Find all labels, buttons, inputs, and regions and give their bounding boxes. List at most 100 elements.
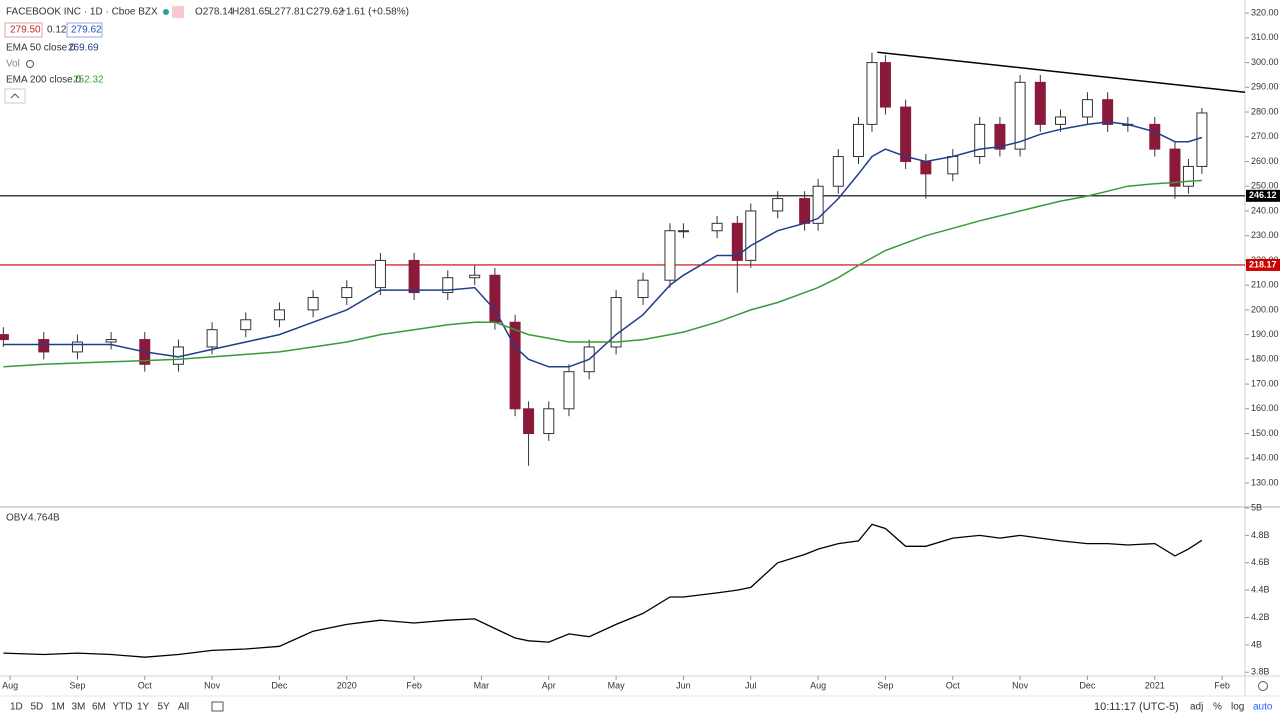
candle-body bbox=[71, 341, 83, 353]
symbol[interactable]: FACEBOOK INC · 1D · Cboe BZX bbox=[6, 7, 158, 18]
y-tick-label: 230.00 bbox=[1251, 230, 1279, 240]
x-tick-label: Dec bbox=[271, 680, 288, 690]
study-vol[interactable]: Vol bbox=[6, 59, 20, 70]
scale-option[interactable]: auto bbox=[1253, 702, 1273, 713]
candle-body bbox=[731, 222, 743, 261]
candle-body bbox=[469, 274, 481, 279]
low: L277.81 bbox=[269, 7, 306, 18]
candle-body bbox=[812, 185, 824, 224]
price-badge-label: 218.17 bbox=[1249, 259, 1277, 269]
scale-option[interactable]: % bbox=[1213, 702, 1222, 713]
y-tick-label: 140.00 bbox=[1251, 453, 1279, 463]
candle-body bbox=[879, 62, 891, 108]
obv-tick-label: 4B bbox=[1251, 639, 1262, 649]
x-tick-label: Sep bbox=[877, 680, 893, 690]
collapse-button[interactable] bbox=[4, 88, 26, 104]
candle-body bbox=[240, 319, 252, 331]
clock: 10:11:17 (UTC-5) bbox=[1094, 701, 1179, 713]
candle-body bbox=[307, 297, 319, 311]
y-tick-label: 280.00 bbox=[1251, 106, 1279, 116]
y-tick-label: 200.00 bbox=[1251, 304, 1279, 314]
range-button[interactable]: 1M bbox=[51, 702, 65, 713]
range-button[interactable]: 3M bbox=[72, 702, 86, 713]
candle-body bbox=[273, 309, 285, 321]
candle-body bbox=[1081, 99, 1093, 118]
x-tick-label: 2020 bbox=[337, 680, 357, 690]
obv-line bbox=[3, 523, 1203, 658]
ask-box[interactable] bbox=[66, 22, 103, 38]
range-button[interactable]: YTD bbox=[113, 702, 133, 713]
candle-body bbox=[1182, 165, 1194, 187]
candle-body bbox=[1149, 123, 1161, 150]
y-tick-label: 150.00 bbox=[1251, 428, 1279, 438]
y-tick-label: 170.00 bbox=[1251, 378, 1279, 388]
bid-box[interactable] bbox=[4, 22, 43, 38]
candle-body bbox=[711, 222, 723, 232]
y-tick-label: 300.00 bbox=[1251, 57, 1279, 67]
close: C279.62 bbox=[306, 7, 344, 18]
ema-line bbox=[3, 121, 1203, 368]
settings-icon[interactable] bbox=[1258, 681, 1268, 691]
y-tick-label: 160.00 bbox=[1251, 403, 1279, 413]
x-tick-label: May bbox=[608, 680, 626, 690]
change: +1.61 (+0.58%) bbox=[340, 7, 409, 18]
candle-body bbox=[974, 123, 986, 158]
candle-body bbox=[374, 259, 386, 289]
range-button[interactable]: 5D bbox=[31, 702, 44, 713]
study-ema50[interactable]: EMA 50 close 0 bbox=[6, 43, 76, 54]
x-tick-label: Apr bbox=[542, 680, 556, 690]
high: H281.65 bbox=[232, 7, 270, 18]
compare-icon[interactable] bbox=[211, 701, 224, 712]
status-dot bbox=[163, 9, 169, 15]
candle-body bbox=[664, 230, 676, 281]
trend-line[interactable] bbox=[877, 51, 1246, 93]
candle-body bbox=[799, 198, 811, 224]
x-tick-label: Oct bbox=[946, 680, 961, 690]
ema50-value: 269.69 bbox=[68, 43, 99, 54]
candle-body bbox=[509, 321, 521, 410]
scale-option[interactable]: adj bbox=[1190, 702, 1203, 713]
candle-body bbox=[1196, 112, 1208, 167]
candle-body bbox=[920, 160, 932, 175]
range-button[interactable]: All bbox=[178, 702, 189, 713]
bid: 279.50 bbox=[10, 25, 41, 36]
x-tick-label: Oct bbox=[138, 680, 153, 690]
legend: FACEBOOK INC · 1D · Cboe BZX O278.14 H28… bbox=[4, 6, 1268, 713]
candle-body bbox=[38, 339, 50, 353]
range-button[interactable]: 1Y bbox=[137, 702, 150, 713]
x-tick-label: 2021 bbox=[1145, 680, 1165, 690]
y-tick-label: 310.00 bbox=[1251, 32, 1279, 42]
hidden-icon[interactable] bbox=[26, 60, 34, 68]
range-button[interactable]: 6M bbox=[92, 702, 106, 713]
ask: 279.62 bbox=[71, 25, 102, 36]
x-tick-label: Aug bbox=[2, 680, 18, 690]
candle-body bbox=[677, 230, 689, 233]
x-tick-label: Aug bbox=[810, 680, 826, 690]
candle-body bbox=[610, 297, 622, 348]
candle-body bbox=[105, 339, 117, 343]
candle-body bbox=[745, 210, 757, 261]
range-button[interactable]: 1D bbox=[10, 702, 23, 713]
x-tick-label: Nov bbox=[1012, 680, 1029, 690]
price-badge bbox=[1246, 189, 1280, 202]
candle-body bbox=[637, 279, 649, 299]
candle-body bbox=[543, 408, 555, 435]
y-tick-label: 290.00 bbox=[1251, 82, 1279, 92]
scale-option[interactable]: log bbox=[1231, 702, 1244, 713]
y-tick-label: 180.00 bbox=[1251, 354, 1279, 364]
study-ema200[interactable]: EMA 200 close 0 bbox=[6, 75, 81, 86]
x-tick-label: Feb bbox=[406, 680, 422, 690]
obv-name[interactable]: OBV bbox=[6, 513, 27, 524]
y-tick-label: 260.00 bbox=[1251, 156, 1279, 166]
obv-tick-label: 4.2B bbox=[1251, 612, 1270, 622]
spread: 0.12 bbox=[47, 25, 67, 36]
range-button[interactable]: 5Y bbox=[158, 702, 171, 713]
candle-body bbox=[206, 329, 218, 348]
y-tick-label: 190.00 bbox=[1251, 329, 1279, 339]
obv-tick-label: 4.4B bbox=[1251, 585, 1270, 595]
y-tick-label: 130.00 bbox=[1251, 477, 1279, 487]
x-tick-label: Jul bbox=[745, 680, 757, 690]
ema200-value: 252.32 bbox=[73, 75, 104, 86]
